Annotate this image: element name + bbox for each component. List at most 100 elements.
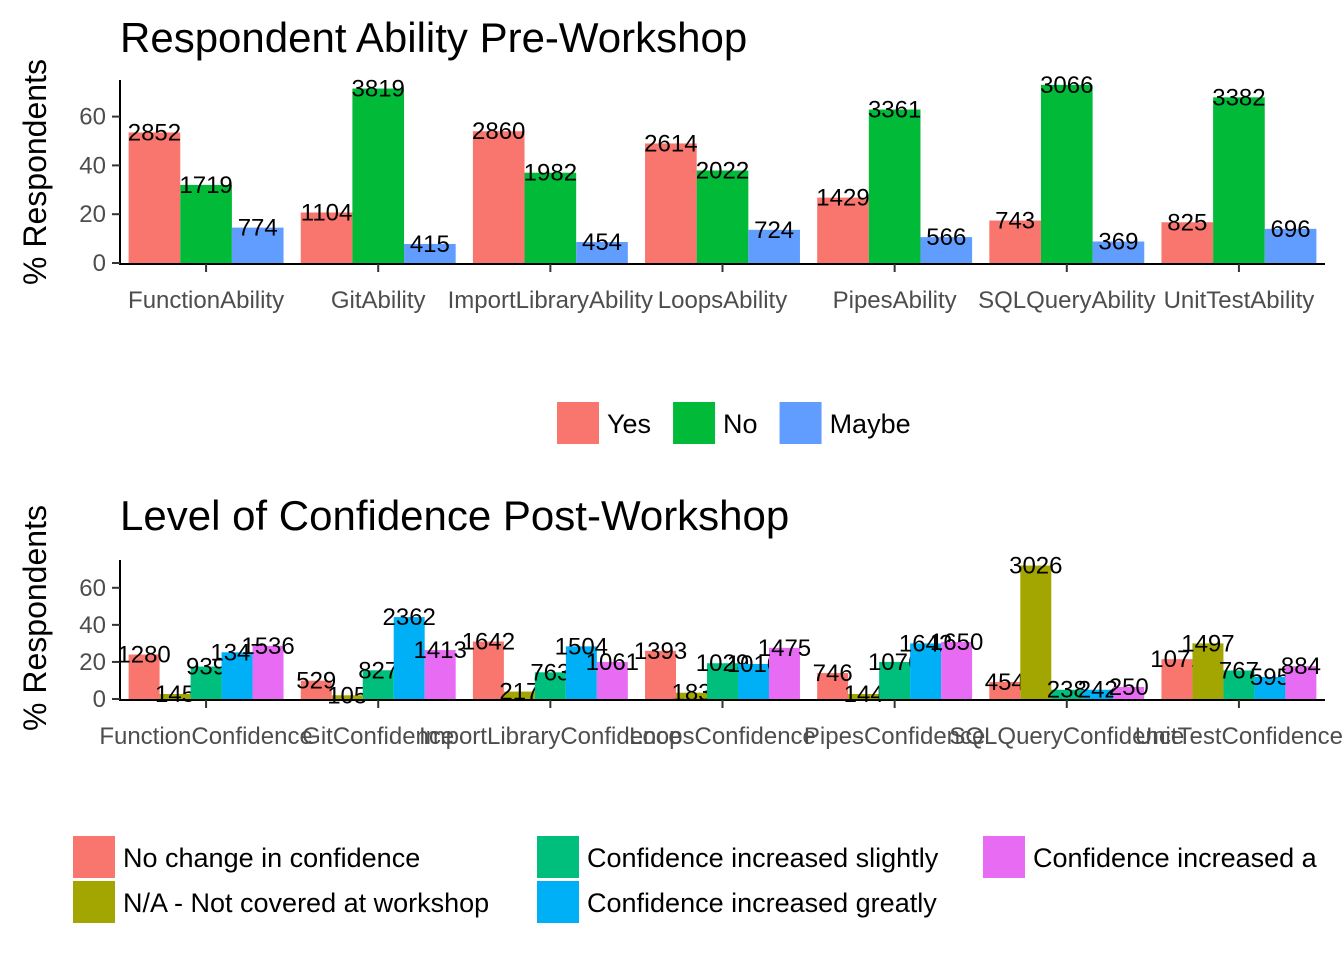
data-label: 1650 bbox=[930, 629, 983, 656]
legend-label: Yes bbox=[607, 409, 651, 439]
bar bbox=[1040, 84, 1093, 263]
legend-label: N/A - Not covered at workshop bbox=[123, 888, 489, 918]
legend-swatch bbox=[73, 881, 115, 923]
bar bbox=[565, 646, 597, 699]
x-tick-label: SQLQueryAbility bbox=[978, 287, 1155, 314]
legend-label: Confidence increased greatly bbox=[587, 888, 937, 918]
bar bbox=[190, 666, 222, 699]
bar bbox=[696, 170, 749, 263]
bar bbox=[596, 661, 628, 699]
data-label: 1429 bbox=[816, 185, 869, 212]
data-label: 1413 bbox=[413, 637, 466, 664]
bar bbox=[1213, 97, 1265, 263]
bar bbox=[404, 243, 456, 263]
y-tick-label: 20 bbox=[79, 649, 106, 676]
x-tick-label: FunctionAbility bbox=[128, 287, 284, 314]
bar bbox=[676, 692, 708, 699]
y-tick-label: 60 bbox=[79, 575, 106, 602]
bar bbox=[424, 650, 456, 699]
data-label: 1982 bbox=[524, 160, 577, 187]
chart-title-ability: Respondent Ability Pre-Workshop bbox=[120, 14, 747, 61]
data-label: 939 bbox=[186, 654, 226, 681]
data-label: 884 bbox=[1281, 653, 1321, 680]
bar bbox=[159, 693, 191, 699]
data-label: 1104 bbox=[301, 199, 353, 226]
panel-ability: Respondent Ability Pre-Workshop % Respon… bbox=[17, 14, 1325, 444]
y-tick-label: 40 bbox=[79, 152, 106, 179]
data-label: 250 bbox=[1109, 674, 1149, 701]
legend-label: Confidence increased slightly bbox=[587, 843, 939, 873]
data-label: 144 bbox=[844, 681, 884, 708]
bar bbox=[1192, 643, 1224, 699]
data-label: 1061 bbox=[586, 649, 639, 676]
data-label: 454 bbox=[582, 229, 622, 256]
bar bbox=[1285, 666, 1317, 699]
x-tick-label: ImportLibraryAbility bbox=[448, 287, 653, 314]
bar bbox=[1254, 676, 1286, 699]
data-label: 1280 bbox=[117, 642, 170, 669]
legend-swatch bbox=[779, 402, 822, 444]
bar bbox=[1264, 228, 1317, 263]
legend-swatch bbox=[537, 881, 579, 923]
data-label: 217 bbox=[499, 679, 539, 706]
bar bbox=[941, 641, 973, 699]
data-label: 415 bbox=[410, 231, 450, 258]
bar bbox=[352, 88, 405, 263]
bar bbox=[252, 645, 284, 699]
bar bbox=[1161, 659, 1193, 699]
data-label: 743 bbox=[995, 208, 1035, 235]
data-label: 3026 bbox=[1009, 553, 1062, 580]
data-label: 183 bbox=[671, 680, 711, 707]
x-tick-label: GitAbility bbox=[331, 287, 426, 314]
data-label: 1475 bbox=[758, 635, 811, 662]
data-label: 454 bbox=[985, 669, 1025, 696]
bar bbox=[472, 131, 525, 263]
data-label: 746 bbox=[813, 660, 853, 687]
bar bbox=[1082, 689, 1114, 699]
y-axis-label-confidence: % Respondents bbox=[17, 505, 53, 731]
data-label: 2852 bbox=[128, 119, 181, 146]
bar bbox=[221, 652, 253, 699]
data-label: 2362 bbox=[383, 604, 436, 631]
legend-label: Maybe bbox=[830, 409, 911, 439]
data-label: 724 bbox=[754, 217, 794, 244]
x-tick-label: UnitTestConfidence bbox=[1135, 723, 1343, 750]
data-label: 1536 bbox=[241, 633, 294, 660]
bar bbox=[645, 650, 677, 699]
x-tick-label: UnitTestAbility bbox=[1164, 287, 1315, 314]
bar bbox=[737, 663, 769, 699]
data-label: 825 bbox=[1167, 209, 1207, 236]
x-tick-label: FunctionConfidence bbox=[99, 723, 312, 750]
data-label: 238 bbox=[1047, 677, 1087, 704]
data-label: 1393 bbox=[634, 638, 687, 665]
bar bbox=[1092, 241, 1145, 263]
bar bbox=[989, 681, 1021, 699]
bar bbox=[848, 693, 880, 699]
bar bbox=[817, 197, 869, 263]
bar bbox=[920, 237, 973, 263]
data-label: 529 bbox=[296, 668, 336, 695]
bar bbox=[868, 109, 921, 263]
x-tick-label: LoopsAbility bbox=[658, 287, 787, 314]
data-label: 3066 bbox=[1040, 72, 1093, 99]
y-tick-label: 20 bbox=[79, 201, 106, 228]
legend-swatch bbox=[537, 836, 579, 878]
data-label: 767 bbox=[1219, 657, 1259, 684]
bar bbox=[180, 184, 232, 263]
x-tick-label: LoopsConfidence bbox=[629, 723, 816, 750]
bar bbox=[362, 670, 394, 699]
x-tick-label: ImportLibraryConfidence bbox=[419, 723, 682, 750]
data-label: 242 bbox=[1078, 677, 1118, 704]
data-label: 763 bbox=[530, 659, 570, 686]
x-tick-label: PipesAbility bbox=[833, 287, 957, 314]
data-label: 2860 bbox=[472, 118, 525, 145]
bar bbox=[768, 647, 800, 699]
data-label: 1504 bbox=[555, 633, 608, 660]
bar bbox=[300, 212, 353, 263]
y-tick-label: 0 bbox=[93, 250, 106, 277]
bar bbox=[748, 229, 800, 263]
legend-swatch bbox=[673, 402, 716, 444]
data-label: 566 bbox=[926, 224, 966, 251]
data-label: 1497 bbox=[1181, 630, 1234, 657]
bar bbox=[472, 641, 504, 699]
